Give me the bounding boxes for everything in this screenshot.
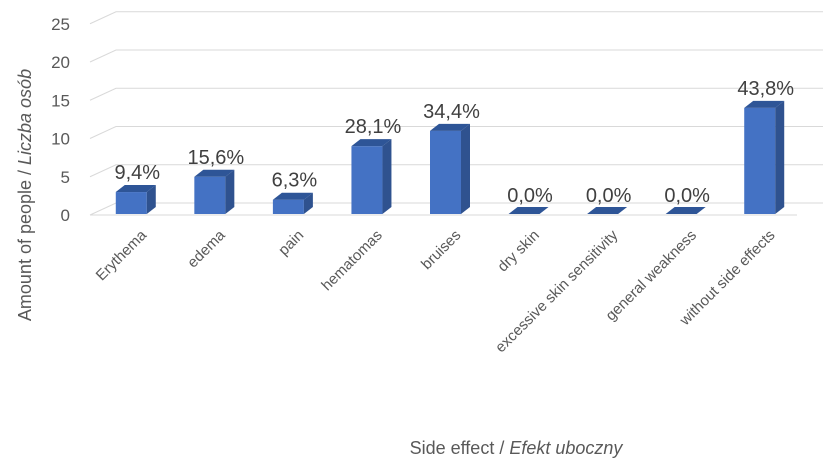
gridline [89,126,823,139]
bar-front [115,192,147,214]
bar-excessive-skin-sensitivity [587,207,628,214]
bar-front [194,176,226,214]
x-tick-label: pain [275,227,307,259]
bar-side [303,192,313,214]
bar-edema [194,169,235,214]
data-label: 28,1% [345,116,402,138]
bar-top [194,169,235,177]
data-label: 0,0% [586,185,632,207]
bar-front [351,146,383,214]
bar-without-side-effects [744,100,785,214]
y-tick-label: 15 [51,91,70,110]
y-tick-label: 10 [51,130,70,149]
x-tick-label: bruises [418,227,464,273]
bar-top [272,192,313,200]
x-tick-label: dry skin [494,227,543,276]
bar-top [430,123,470,131]
gridline [89,164,823,178]
data-label: 6,3% [272,170,318,192]
y-axis-title: Amount of people / Liczba osób [15,69,35,321]
y-tick-label: 20 [51,53,70,72]
data-label: 0,0% [664,185,710,207]
x-axis-ticks: Erythema edema pain hematomas bruises dry ski… [93,226,779,356]
gridline [89,49,823,63]
bar-top [744,100,785,108]
data-label: 15,6% [187,147,244,169]
data-label: 9,4% [114,162,160,184]
bar-front [744,107,776,214]
bar-side [461,123,470,214]
bar-general-weakness [665,207,706,214]
bar-side [382,139,392,214]
data-label: 43,8% [737,78,794,100]
x-axis-title: Side effect / Efekt uboczny [410,438,624,458]
bar-front [272,199,304,214]
data-label: 34,4% [423,101,480,123]
y-axis-ticks: 0 5 10 15 20 25 [51,15,70,225]
bar-top [587,207,628,214]
bar-top [351,139,392,147]
x-tick-label: edema [184,226,229,271]
x-tick-label: Erythema [93,226,151,284]
bar-top [508,207,549,214]
gridlines [89,11,823,216]
gridline [89,11,823,25]
bars [115,100,785,214]
bar-top [665,207,706,214]
bar-front [430,130,461,214]
bar-side [146,185,156,214]
bar-pain [272,192,313,214]
data-label: 0,0% [507,185,553,207]
x-tick-label: hematomas [318,227,385,294]
y-tick-label: 25 [51,15,70,34]
bar-side [775,100,785,214]
bar-top [115,185,156,193]
data-labels: 9,4% 15,6% 6,3% 28,1% 34,4% 0,0% 0,0% 0,0% 43,8% [114,78,794,207]
y-tick-label: 0 [61,206,70,225]
bar-dry-skin [508,207,549,214]
bar-erythema [115,185,156,214]
bar-side [225,169,235,214]
gridline [89,87,823,101]
bar-hematomas [351,139,392,214]
y-tick-label: 5 [61,168,70,187]
bar-bruises [430,123,470,214]
